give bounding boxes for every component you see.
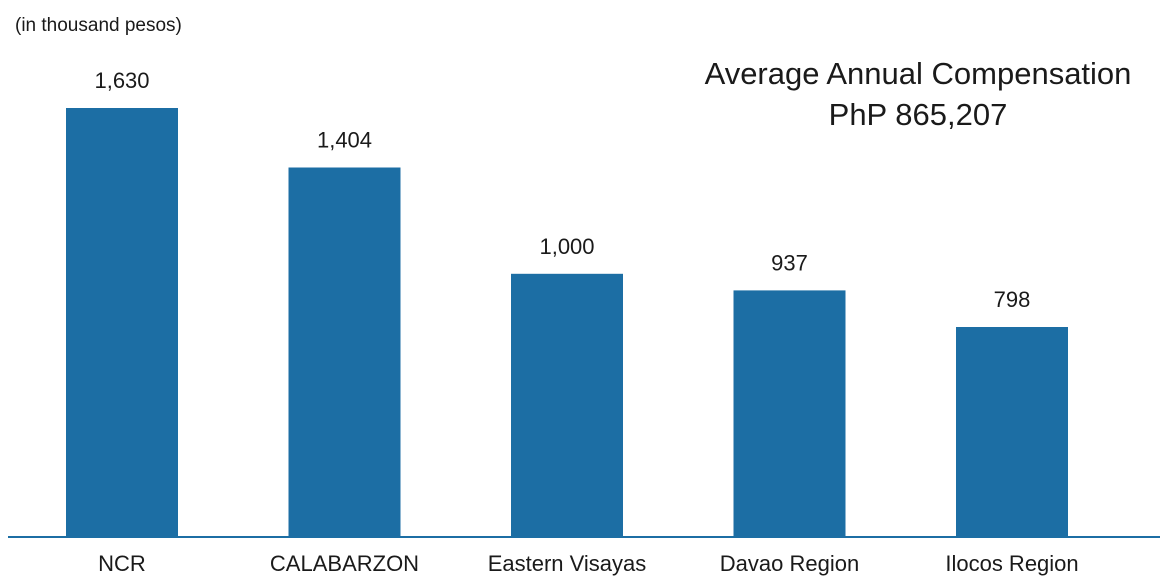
value-label: 1,000 (539, 234, 594, 259)
bar-ilocos-region (956, 327, 1068, 537)
category-label: Davao Region (720, 551, 859, 576)
bar-eastern-visayas (511, 273, 623, 537)
category-labels-group: NCR CALABARZON Eastern Visayas Davao Region… (98, 551, 1078, 576)
annotation-line-1: Average Annual Compensation (705, 56, 1132, 91)
category-label: CALABARZON (270, 551, 419, 576)
bars-group (66, 108, 1068, 537)
unit-note: (in thousand pesos) (15, 15, 182, 36)
value-label: 1,404 (317, 128, 372, 153)
value-labels-group: 1,630 1,404 1,000 937 798 (94, 68, 1030, 312)
bar-davao-region (733, 290, 846, 537)
category-label: Ilocos Region (945, 551, 1078, 576)
category-label: NCR (98, 551, 146, 576)
bar-ncr (66, 108, 178, 537)
value-label: 937 (771, 250, 808, 275)
category-label: Eastern Visayas (488, 551, 647, 576)
value-label: 1,630 (94, 68, 149, 93)
annotation-line-2: PhP 865,207 (829, 97, 1008, 132)
value-label: 798 (994, 287, 1031, 312)
bar-calabarzon (288, 167, 401, 537)
